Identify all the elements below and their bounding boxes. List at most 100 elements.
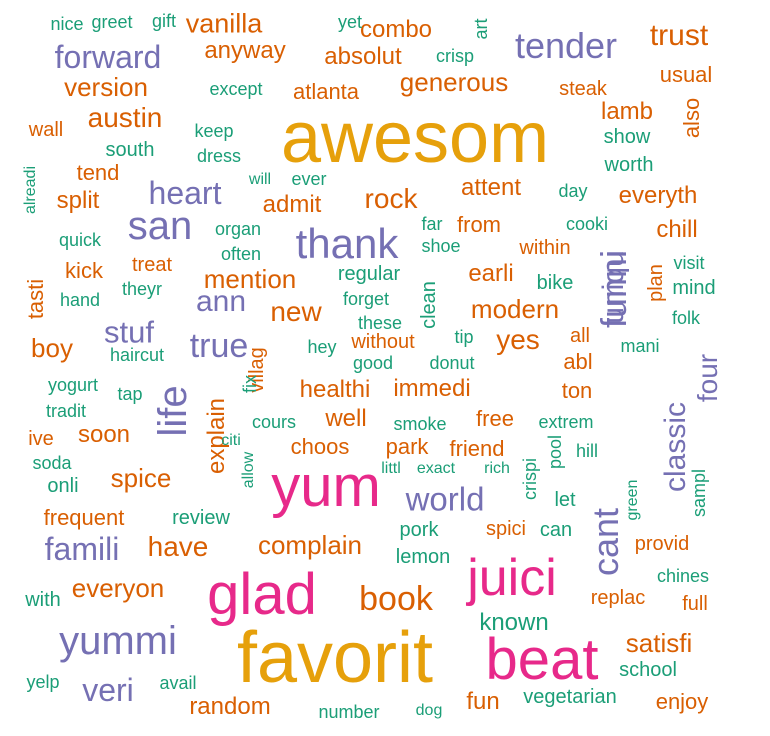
cloud-word: cant bbox=[585, 507, 626, 577]
cloud-word: kick bbox=[65, 258, 103, 283]
cloud-word: four bbox=[692, 353, 723, 403]
cloud-word: mind bbox=[672, 277, 716, 299]
cloud-word: juici bbox=[467, 549, 557, 607]
cloud-word: fix bbox=[240, 375, 260, 393]
cloud-word: tip bbox=[454, 327, 474, 347]
cloud-word: far bbox=[421, 214, 443, 234]
cloud-word: extrem bbox=[538, 412, 594, 432]
cloud-word: except bbox=[209, 79, 263, 99]
cloud-word: dress bbox=[196, 146, 242, 166]
cloud-word: chines bbox=[656, 566, 710, 586]
cloud-word: rich bbox=[484, 460, 510, 477]
cloud-word: austin bbox=[87, 102, 163, 133]
cloud-word: yum bbox=[271, 454, 381, 519]
cloud-word: free bbox=[476, 406, 514, 431]
cloud-word: organ bbox=[214, 219, 262, 239]
cloud-word: mani bbox=[620, 336, 660, 356]
cloud-word: tender bbox=[514, 25, 618, 66]
cloud-word: tend bbox=[76, 160, 120, 185]
cloud-word: avail bbox=[159, 673, 197, 693]
cloud-word: theyr bbox=[121, 279, 163, 299]
cloud-word: number bbox=[318, 702, 380, 722]
cloud-word: friend bbox=[449, 436, 505, 461]
cloud-word: day bbox=[558, 181, 588, 201]
cloud-word: donut bbox=[429, 353, 475, 373]
cloud-word: life bbox=[151, 385, 195, 437]
cloud-word: yogurt bbox=[47, 375, 99, 395]
cloud-word: will bbox=[248, 171, 272, 188]
cloud-word: everyth bbox=[618, 182, 698, 209]
cloud-word: soon bbox=[77, 421, 131, 448]
cloud-word: yelp bbox=[26, 672, 60, 692]
cloud-word: gift bbox=[151, 11, 177, 31]
cloud-word: immedi bbox=[393, 375, 471, 402]
cloud-word: vanilla bbox=[185, 8, 263, 39]
cloud-word: littl bbox=[381, 460, 401, 477]
cloud-word: art bbox=[471, 18, 491, 40]
cloud-word: true bbox=[189, 327, 249, 365]
cloud-word: veri bbox=[82, 672, 134, 708]
cloud-word: rock bbox=[364, 183, 418, 214]
cloud-word: plan bbox=[645, 264, 667, 302]
cloud-word: fun bbox=[466, 688, 500, 715]
cloud-word: favorit bbox=[236, 618, 434, 698]
cloud-word: all bbox=[569, 325, 591, 347]
cloud-word: vegetarian bbox=[523, 686, 617, 708]
cloud-word: glad bbox=[207, 562, 317, 627]
cloud-word: forward bbox=[54, 39, 162, 75]
cloud-word: folk bbox=[671, 308, 701, 328]
cloud-word: complain bbox=[257, 530, 363, 560]
cloud-word: abl bbox=[563, 349, 593, 374]
cloud-word: alreadi bbox=[22, 165, 39, 215]
cloud-word: well bbox=[325, 405, 367, 432]
cloud-word: school bbox=[619, 659, 677, 681]
cloud-word: san bbox=[127, 204, 193, 248]
cloud-word: lemon bbox=[395, 546, 451, 568]
cloud-word: classic bbox=[659, 401, 692, 493]
cloud-word: treat bbox=[131, 254, 173, 276]
cloud-word: onli bbox=[47, 475, 79, 497]
cloud-word: smoke bbox=[393, 414, 447, 434]
cloud-word: awesom bbox=[280, 98, 550, 178]
cloud-word: new bbox=[270, 296, 322, 327]
cloud-word: quick bbox=[58, 230, 102, 250]
cloud-word: worth bbox=[604, 154, 654, 176]
cloud-word: regular bbox=[337, 263, 401, 285]
cloud-word: park bbox=[385, 434, 429, 459]
cloud-word: yes bbox=[496, 324, 540, 355]
cloud-word: world bbox=[405, 480, 485, 518]
cloud-word: spici bbox=[485, 518, 527, 540]
cloud-word: atlanta bbox=[292, 79, 360, 104]
cloud-word: dog bbox=[415, 702, 443, 719]
cloud-word: exact bbox=[416, 460, 456, 477]
cloud-word: provid bbox=[634, 533, 690, 555]
cloud-word: pork bbox=[399, 519, 439, 541]
cloud-word: known bbox=[479, 609, 549, 636]
cloud-word: boy bbox=[31, 333, 73, 363]
cloud-word: pool bbox=[545, 434, 565, 470]
cloud-word: can bbox=[539, 519, 573, 541]
cloud-word: lamb bbox=[600, 98, 654, 125]
cloud-word: random bbox=[189, 693, 271, 720]
cloud-word: ann bbox=[195, 285, 247, 318]
cloud-word: crispi bbox=[520, 457, 540, 501]
cloud-word: greet bbox=[91, 12, 133, 32]
cloud-word: green bbox=[624, 479, 641, 521]
cloud-word: hand bbox=[59, 290, 101, 310]
cloud-word: tap bbox=[117, 384, 143, 404]
cloud-word: generous bbox=[399, 67, 509, 97]
cloud-word: these bbox=[357, 313, 403, 333]
cloud-word: ever bbox=[291, 169, 327, 189]
cloud-word: haircut bbox=[109, 345, 165, 365]
cloud-word: cours bbox=[251, 412, 297, 432]
cloud-word: split bbox=[56, 187, 100, 214]
cloud-word: steak bbox=[559, 78, 607, 100]
cloud-word: shoe bbox=[421, 236, 461, 256]
cloud-word: review bbox=[172, 507, 230, 529]
cloud-word: famili bbox=[44, 531, 120, 567]
cloud-word: sampl bbox=[689, 468, 709, 518]
cloud-word: crisp bbox=[435, 46, 475, 66]
cloud-word: south bbox=[105, 139, 155, 161]
cloud-word: book bbox=[359, 580, 433, 618]
cloud-word: wall bbox=[28, 119, 64, 141]
